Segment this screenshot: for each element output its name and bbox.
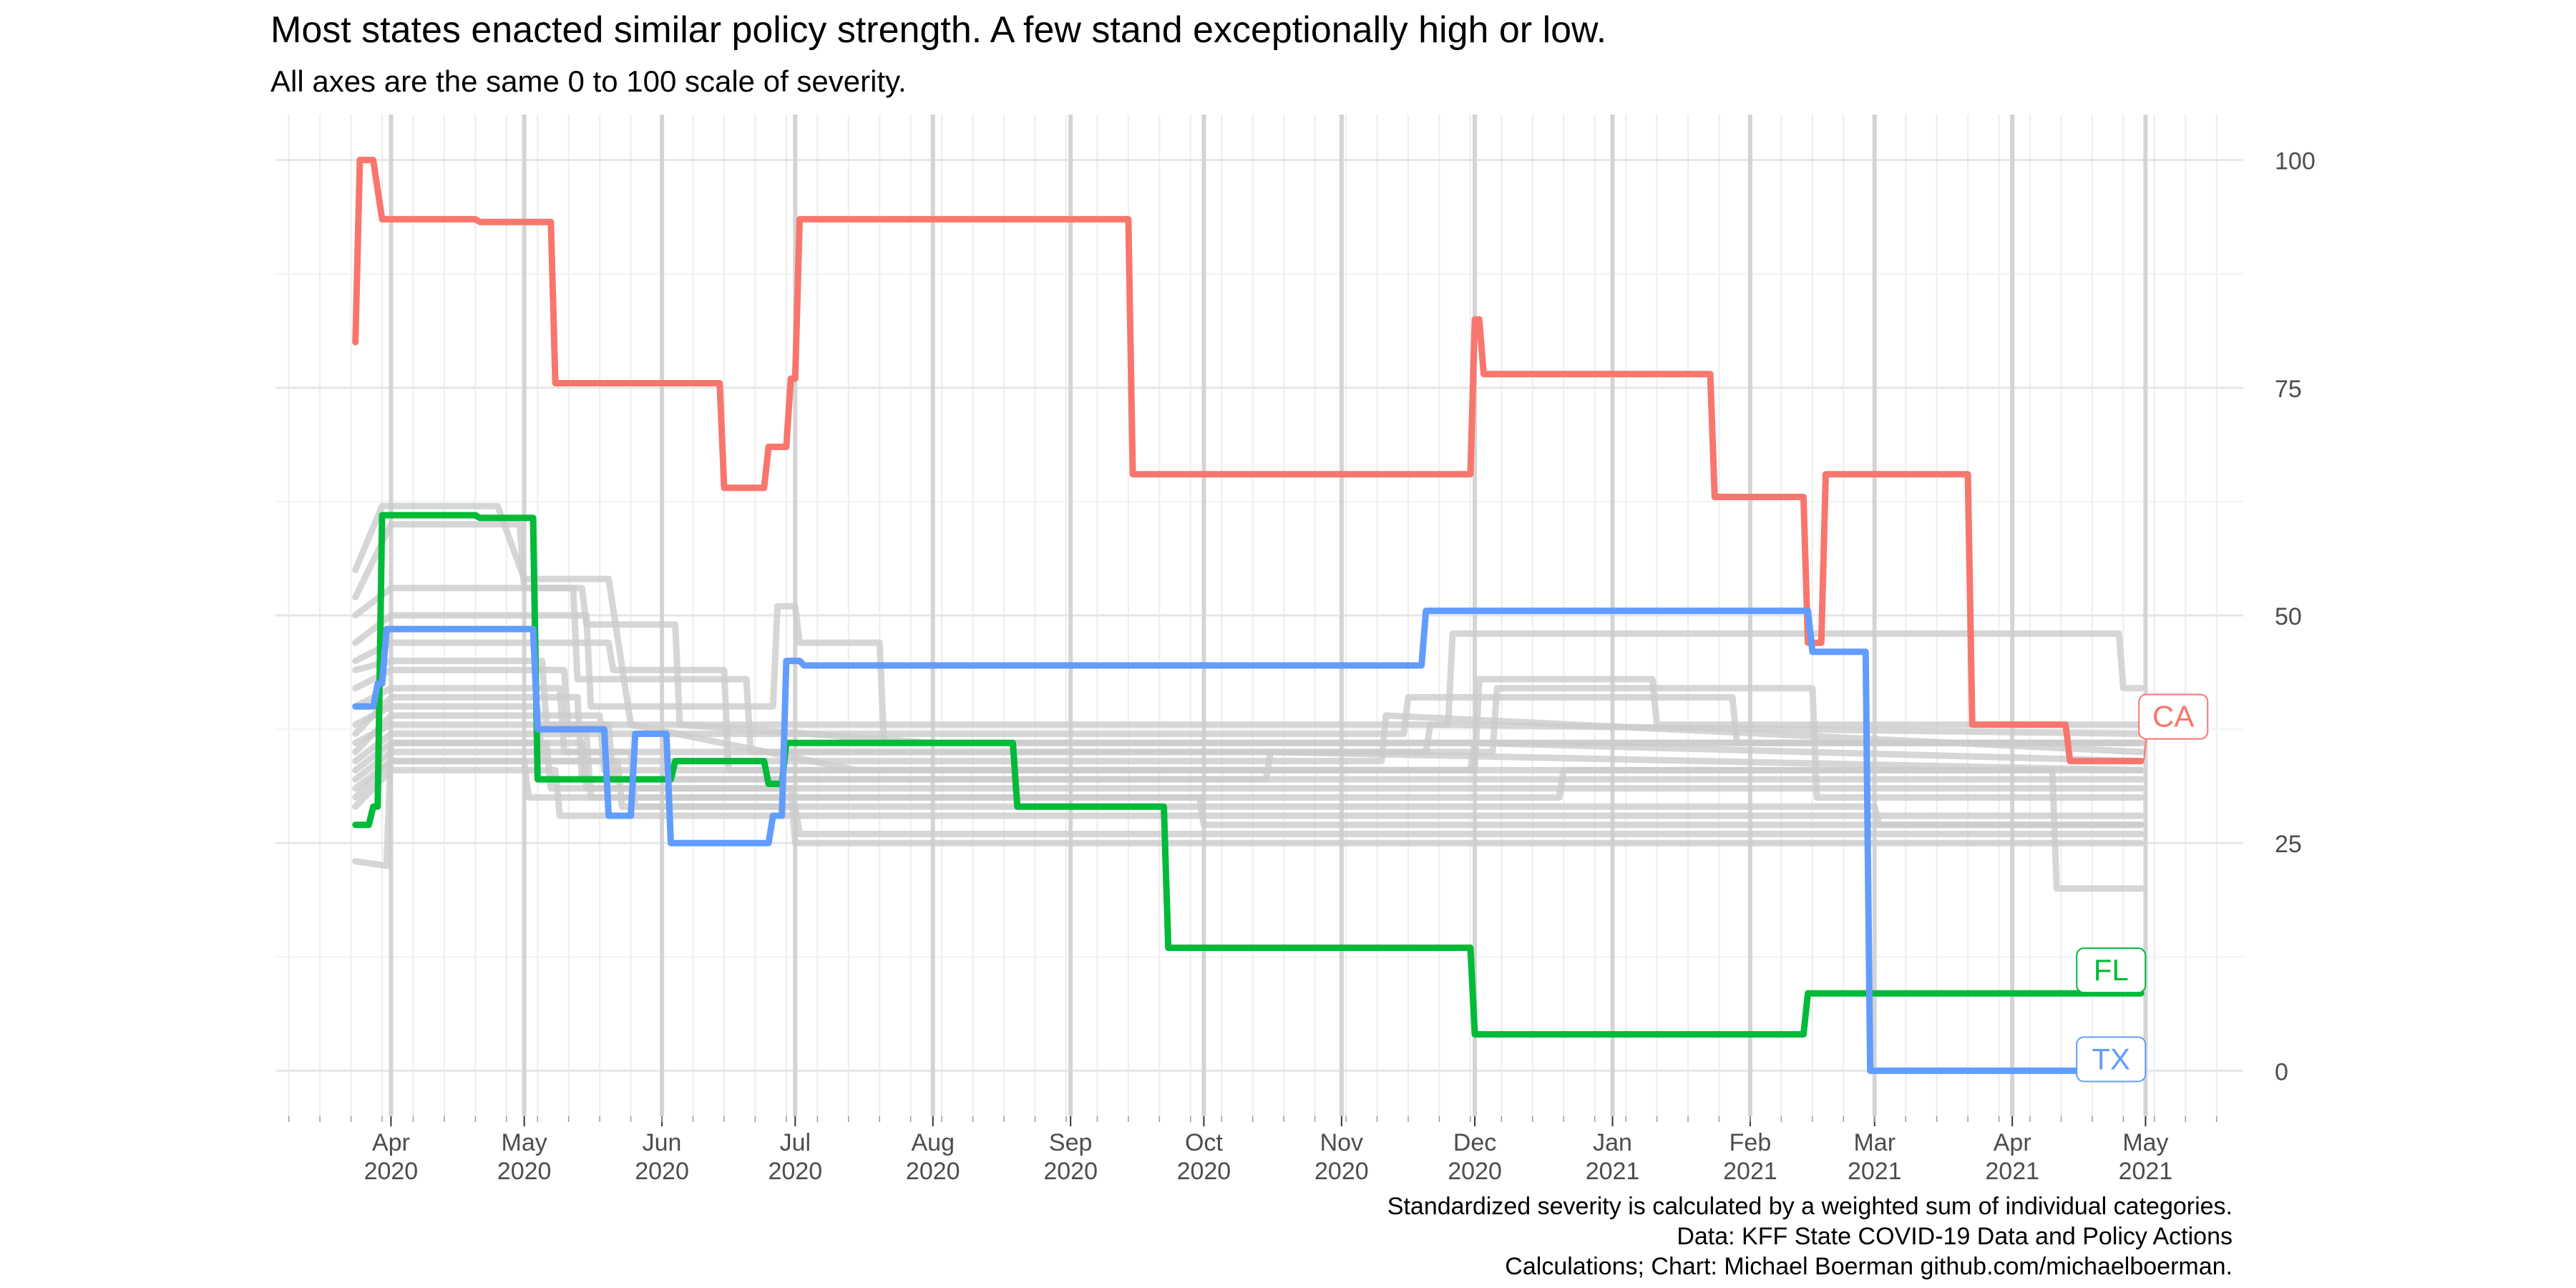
x-tick-label-year: 2020 bbox=[1043, 1158, 1098, 1185]
highlighted-states-lines bbox=[352, 157, 2145, 1074]
x-tick-label-month: Mar bbox=[1853, 1129, 1896, 1156]
x-tick-label-year: 2020 bbox=[497, 1158, 552, 1185]
series-line-fl bbox=[352, 512, 2145, 1038]
y-tick-label: 0 bbox=[2275, 1058, 2288, 1085]
x-tick-label-month: Feb bbox=[1729, 1129, 1772, 1156]
x-tick-label-month: May bbox=[502, 1129, 547, 1156]
label-text: TX bbox=[2092, 1042, 2130, 1075]
x-tick-label-year: 2020 bbox=[1314, 1158, 1369, 1185]
series-line-tx bbox=[352, 608, 2145, 1074]
y-tick-label: 25 bbox=[2275, 831, 2302, 858]
x-tick-label-month: Jul bbox=[780, 1129, 811, 1156]
series-line-other-state bbox=[352, 630, 2145, 728]
y-axis: 0 25 50 75 100 bbox=[2275, 148, 2316, 1086]
caption-line: Calculations; Chart: Michael Boerman git… bbox=[1505, 1253, 2233, 1280]
caption-line: Data: KFF State COVID-19 Data and Policy… bbox=[1677, 1223, 2233, 1250]
label-box bbox=[2138, 693, 2209, 740]
x-tick-label-year: 2020 bbox=[768, 1158, 822, 1185]
label-text: CA bbox=[2152, 700, 2194, 733]
x-tick-label-year: 2021 bbox=[1723, 1158, 1777, 1185]
label-text: FL bbox=[2094, 953, 2129, 987]
series-line-other-state bbox=[352, 758, 2145, 829]
chart-caption: Standardized severity is calculated by a… bbox=[1387, 1191, 2233, 1282]
x-tick-label-year: 2021 bbox=[1586, 1158, 1640, 1185]
x-tick-label-year: 2021 bbox=[1985, 1158, 2039, 1185]
y-tick-label: 75 bbox=[2275, 376, 2302, 403]
x-tick-label-month: Oct bbox=[1185, 1129, 1223, 1156]
x-axis: Apr2020May2020Jun2020Jul2020Aug2020Sep20… bbox=[288, 1116, 2218, 1185]
series-line-other-state bbox=[352, 602, 2145, 746]
series-line-other-state bbox=[352, 585, 2145, 756]
x-tick-label-month: Sep bbox=[1049, 1129, 1093, 1156]
x-tick-label-month: Aug bbox=[911, 1129, 955, 1156]
x-tick-label-year: 2020 bbox=[635, 1158, 689, 1185]
x-tick-label-month: Apr bbox=[1994, 1129, 2031, 1156]
x-tick-label-year: 2020 bbox=[906, 1158, 960, 1185]
x-tick-label-year: 2020 bbox=[1448, 1158, 1502, 1185]
caption-line: Standardized severity is calculated by a… bbox=[1387, 1193, 2233, 1220]
x-tick-label-year: 2020 bbox=[1177, 1158, 1231, 1185]
x-tick-label-month: Jun bbox=[643, 1129, 682, 1156]
series-line-other-state bbox=[352, 731, 2145, 892]
series-end-labels: CA FL TX bbox=[2076, 693, 2209, 1083]
y-tick-label: 50 bbox=[2275, 603, 2302, 630]
x-tick-label-year: 2021 bbox=[1848, 1158, 1902, 1185]
y-tick-label: 100 bbox=[2275, 148, 2316, 175]
label-box bbox=[2076, 1036, 2147, 1083]
x-tick-label-month: Dec bbox=[1453, 1129, 1496, 1156]
series-line-other-state bbox=[352, 739, 2145, 869]
series-line-ca bbox=[352, 157, 2145, 765]
label-box bbox=[2076, 947, 2147, 994]
label-leader-line bbox=[2143, 738, 2147, 760]
end-label-ca: CA bbox=[2138, 693, 2209, 760]
x-tick-label-year: 2020 bbox=[364, 1158, 419, 1185]
x-tick-label-month: Nov bbox=[1320, 1129, 1363, 1156]
x-tick-label-month: Apr bbox=[372, 1129, 410, 1156]
x-tick-label-month: Jan bbox=[1593, 1129, 1632, 1156]
x-tick-label-year: 2021 bbox=[2119, 1158, 2173, 1185]
end-label-tx: TX bbox=[2076, 1036, 2147, 1083]
chart-subtitle: All axes are the same 0 to 100 scale of … bbox=[270, 64, 907, 98]
chart-title: Most states enacted similar policy stren… bbox=[270, 9, 1607, 51]
end-label-fl: FL bbox=[2076, 947, 2147, 994]
x-tick-label-month: May bbox=[2122, 1129, 2168, 1156]
series-line-other-state bbox=[352, 666, 2145, 746]
